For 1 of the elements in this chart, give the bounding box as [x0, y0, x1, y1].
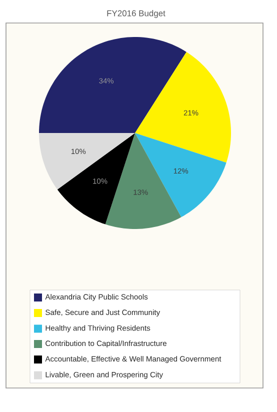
chart-title: FY2016 Budget [107, 10, 166, 18]
